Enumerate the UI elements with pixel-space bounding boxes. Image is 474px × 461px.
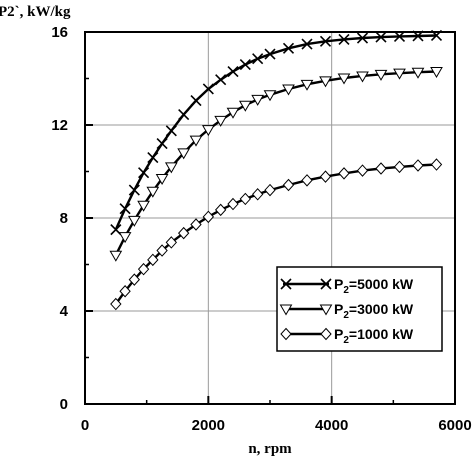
data-point <box>338 167 350 180</box>
series-1 <box>110 29 443 236</box>
data-point <box>319 76 332 88</box>
data-point <box>393 160 406 174</box>
data-point <box>156 244 168 257</box>
legend-label: P2=5000 kW <box>334 276 414 296</box>
legend-label: P2=1000 kW <box>334 326 414 346</box>
data-point <box>190 95 202 107</box>
data-point <box>147 151 159 164</box>
series-2 <box>109 67 443 262</box>
data-point <box>127 215 141 227</box>
data-point <box>137 262 150 276</box>
data-point <box>239 192 252 206</box>
legend-marker <box>280 327 292 341</box>
data-point <box>155 173 169 185</box>
legend-marker <box>319 304 333 316</box>
data-point <box>411 67 425 79</box>
y-tick-label: 8 <box>60 210 68 227</box>
y-tick-label: 4 <box>60 303 69 320</box>
data-point <box>227 197 239 211</box>
data-point <box>338 33 350 46</box>
data-point <box>226 107 240 119</box>
data-point <box>109 250 123 262</box>
series-line <box>114 34 437 231</box>
data-point <box>128 273 141 286</box>
data-point <box>178 108 190 121</box>
data-point <box>189 135 203 147</box>
data-point <box>138 167 150 179</box>
data-point <box>137 200 150 212</box>
legend: P2=5000 kW P2=3000 kW P2=1000 kW <box>276 266 443 352</box>
y-tick-label: 16 <box>51 24 68 41</box>
data-point <box>374 69 388 81</box>
data-point <box>356 32 369 44</box>
data-point <box>251 188 264 201</box>
data-point <box>147 253 159 267</box>
data-point <box>110 224 122 236</box>
data-point <box>300 79 314 91</box>
data-point <box>227 65 239 78</box>
data-point <box>301 38 313 50</box>
y-axis-label: P2`, kW/kg <box>0 4 71 20</box>
data-point <box>301 174 313 187</box>
data-point <box>263 90 277 102</box>
data-point <box>239 58 251 71</box>
data-point <box>319 170 332 183</box>
data-point <box>156 138 168 150</box>
data-point <box>177 148 191 160</box>
y-tick-label: 0 <box>60 396 68 413</box>
x-tick-label: 2000 <box>192 417 225 434</box>
x-tick-label: 4000 <box>315 417 348 434</box>
data-point <box>215 74 227 86</box>
data-point <box>128 184 140 196</box>
data-point <box>375 162 387 175</box>
legend-marker <box>279 304 293 316</box>
x-axis-label: n, rpm <box>248 441 292 457</box>
data-point <box>337 73 351 85</box>
data-point <box>412 159 424 172</box>
legend-marker <box>280 278 292 290</box>
data-point <box>214 203 227 217</box>
data-point <box>319 35 332 47</box>
data-point <box>164 162 178 174</box>
data-point <box>110 297 122 311</box>
legend-label: P2=3000 kW <box>334 301 414 321</box>
data-point <box>190 218 202 231</box>
data-point <box>214 115 228 127</box>
data-point <box>251 94 265 106</box>
data-point <box>119 203 131 215</box>
data-point <box>430 67 443 79</box>
data-point <box>146 186 160 198</box>
data-point <box>356 164 369 177</box>
data-point <box>393 30 406 42</box>
data-point <box>165 125 177 137</box>
data-point <box>118 232 132 244</box>
data-point <box>282 178 295 192</box>
data-point <box>282 42 295 54</box>
data-point <box>202 210 215 224</box>
data-point <box>201 125 215 137</box>
y-tick-label: 12 <box>51 117 68 134</box>
series-layer <box>109 29 443 311</box>
data-point <box>119 284 131 298</box>
data-point <box>165 236 178 249</box>
data-point <box>238 100 252 112</box>
data-point <box>430 158 443 171</box>
data-point <box>264 48 276 60</box>
data-point <box>356 71 369 83</box>
data-point <box>375 31 387 43</box>
data-point <box>202 83 214 95</box>
series-line <box>114 70 437 256</box>
legend-marker <box>320 278 332 290</box>
x-tick-label: 6000 <box>438 417 471 434</box>
data-point <box>177 226 190 240</box>
data-point <box>393 68 406 80</box>
x-tick-label: 0 <box>81 417 89 434</box>
series-3 <box>110 158 443 311</box>
data-point <box>252 53 264 65</box>
data-point <box>282 84 295 96</box>
data-point <box>264 183 276 197</box>
legend-marker <box>320 327 332 341</box>
axis-ticks: 0 2000 4000 6000 0 4 8 12 16 <box>51 24 471 434</box>
